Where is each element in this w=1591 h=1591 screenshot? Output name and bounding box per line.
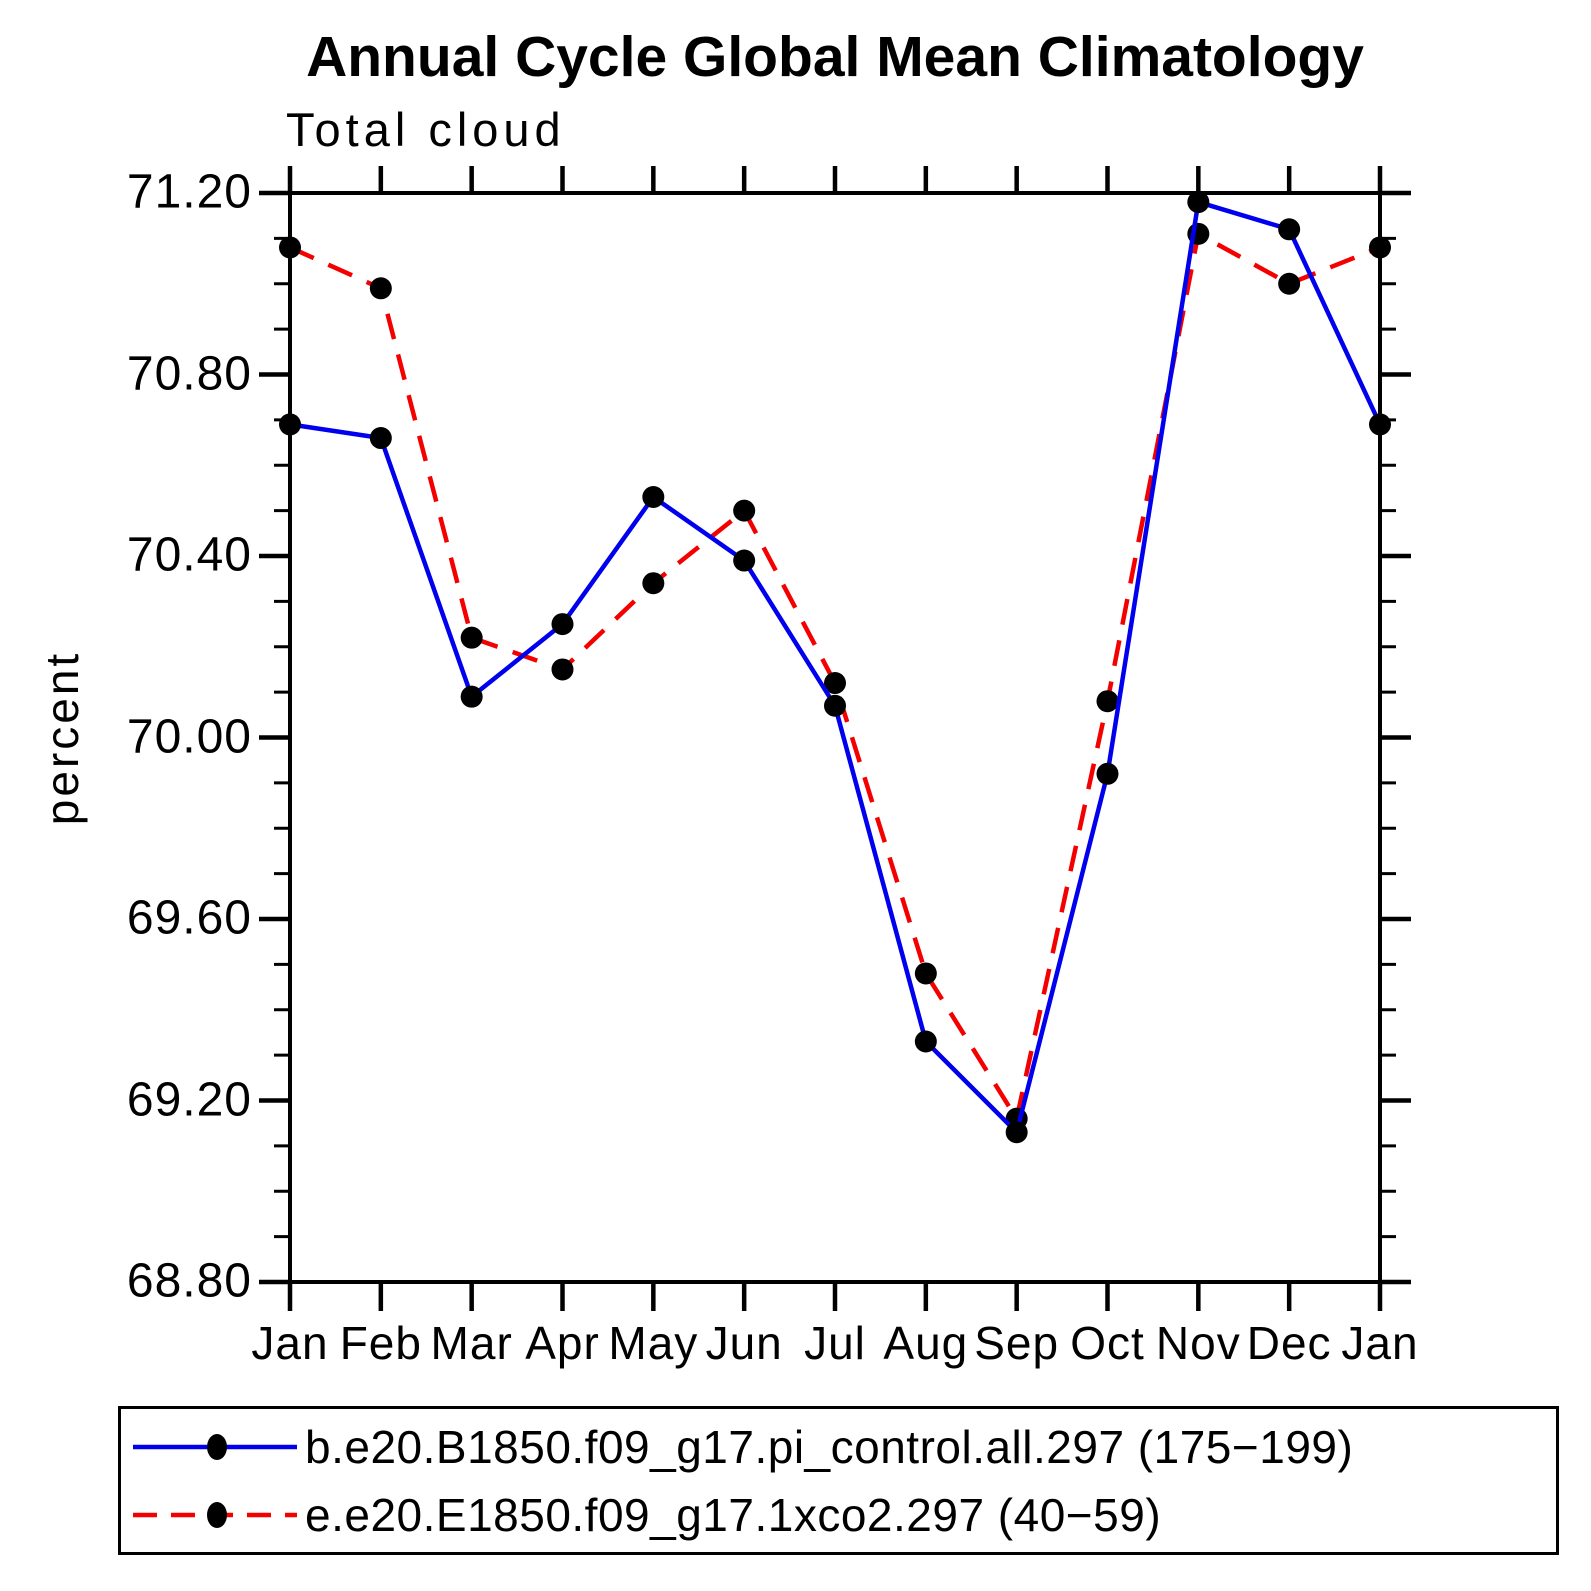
data-point-marker <box>824 694 846 717</box>
data-point-marker <box>733 499 756 522</box>
data-point-marker <box>642 486 665 509</box>
data-point-marker <box>914 962 937 985</box>
data-point-marker <box>369 427 392 450</box>
data-point-marker <box>1278 272 1301 295</box>
data-point-marker <box>369 277 392 300</box>
x-tick-label: Nov <box>1155 1317 1241 1369</box>
x-tick-label: Feb <box>339 1317 422 1369</box>
data-point-marker <box>1187 191 1210 214</box>
chart-subtitle: Total cloud <box>286 103 566 156</box>
y-tick-label: 69.60 <box>126 891 252 945</box>
x-tick-label: Jul <box>804 1317 866 1369</box>
data-point-marker <box>1005 1121 1028 1144</box>
legend-line-sample <box>133 1501 297 1528</box>
x-tick-label: May <box>608 1317 699 1369</box>
legend-sample-marker <box>207 1433 227 1460</box>
data-point-marker <box>1278 218 1301 241</box>
data-point-marker <box>642 572 665 595</box>
x-tick-label: Apr <box>525 1317 600 1369</box>
x-tick-label: Jun <box>705 1317 783 1369</box>
data-point-marker <box>1096 690 1119 713</box>
chart-title: Annual Cycle Global Mean Climatology <box>306 25 1364 89</box>
legend: b.e20.B1850.f09_g17.pi_control.all.297 (… <box>118 1406 1559 1555</box>
legend-label: e.e20.E1850.f09_g17.1xco2.297 (40−59) <box>305 1488 1162 1541</box>
legend-entry: e.e20.E1850.f09_g17.1xco2.297 (40−59) <box>121 1481 1556 1549</box>
x-tick-label: Jan <box>251 1317 329 1369</box>
data-point-marker <box>279 236 301 259</box>
legend-label: b.e20.B1850.f09_g17.pi_control.all.297 (… <box>305 1420 1354 1473</box>
data-point-marker <box>460 626 483 649</box>
y-tick-label: 70.00 <box>126 709 252 763</box>
data-point-marker <box>551 658 574 681</box>
data-point-marker <box>1096 762 1119 785</box>
x-tick-label: Mar <box>430 1317 513 1369</box>
y-tick-label: 70.40 <box>126 528 252 582</box>
x-tick-label: Oct <box>1070 1317 1145 1369</box>
data-point-marker <box>914 1030 937 1053</box>
y-tick-label: 70.80 <box>126 346 252 400</box>
x-tick-label: Sep <box>974 1317 1060 1369</box>
series-line <box>289 199 1383 1137</box>
y-tick-label: 71.20 <box>126 165 252 219</box>
data-point-marker <box>733 549 756 572</box>
y-tick-label: 69.20 <box>126 1072 252 1126</box>
data-point-marker <box>824 672 846 695</box>
y-tick-label: 68.80 <box>126 1254 252 1308</box>
data-point-marker <box>279 413 301 436</box>
legend-sample-marker <box>207 1501 227 1528</box>
x-tick-label: Dec <box>1246 1317 1332 1369</box>
data-point-marker <box>551 613 574 636</box>
legend-entry: b.e20.B1850.f09_g17.pi_control.all.297 (… <box>121 1413 1556 1481</box>
x-tick-label: Jan <box>1341 1317 1419 1369</box>
legend-line-sample <box>133 1433 297 1460</box>
x-tick-label: Aug <box>883 1317 969 1369</box>
plot-border <box>288 191 1382 1284</box>
data-point-marker <box>1369 413 1391 436</box>
data-point-marker <box>460 685 483 708</box>
data-point-marker <box>1369 236 1391 259</box>
